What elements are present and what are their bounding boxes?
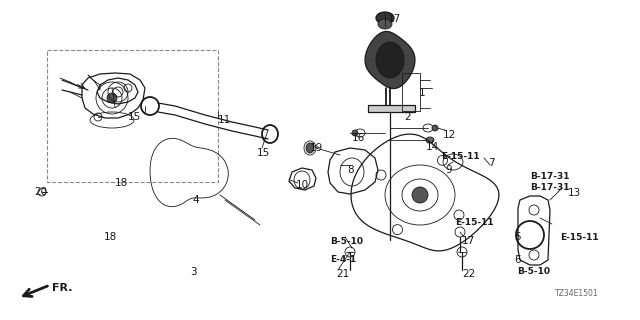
Text: 17: 17 [462,236,476,246]
Text: 18: 18 [115,178,128,188]
Text: 4: 4 [192,195,198,205]
Text: E-15-11: E-15-11 [441,152,479,161]
Text: 1: 1 [419,88,426,98]
Text: B-5-10: B-5-10 [517,267,550,276]
Text: 15: 15 [257,148,270,158]
Polygon shape [368,105,415,112]
Text: 2: 2 [404,112,411,122]
Text: 21: 21 [336,269,349,279]
Text: 18: 18 [104,232,117,242]
Text: 17: 17 [388,14,401,24]
Text: 15: 15 [128,112,141,122]
Text: E-15-11: E-15-11 [560,233,598,242]
Text: 20: 20 [34,187,47,197]
Ellipse shape [352,130,358,136]
Text: B-17-31: B-17-31 [530,172,570,181]
Text: FR.: FR. [52,283,72,293]
Text: TZ34E1501: TZ34E1501 [556,289,599,298]
Ellipse shape [376,12,394,24]
Ellipse shape [306,143,314,153]
Bar [402,73,420,111]
Text: 12: 12 [443,130,456,140]
Ellipse shape [412,187,428,203]
Ellipse shape [378,19,392,29]
Ellipse shape [376,42,404,78]
Ellipse shape [432,125,438,131]
Text: 9: 9 [445,165,452,175]
Text: 22: 22 [462,269,476,279]
Ellipse shape [107,93,117,103]
Text: 16: 16 [352,133,365,143]
Text: 5: 5 [514,232,520,242]
Text: 6: 6 [514,255,520,265]
Text: 10: 10 [296,180,309,190]
Text: 8: 8 [347,165,354,175]
Text: 3: 3 [190,267,196,277]
Text: E-15-11: E-15-11 [455,218,493,227]
Text: 11: 11 [218,115,231,125]
Text: 14: 14 [426,142,439,152]
Polygon shape [365,31,415,89]
Text: 13: 13 [568,188,581,198]
Bar [47,50,218,182]
Text: E-4-1: E-4-1 [330,255,356,264]
Text: B-5-10: B-5-10 [330,237,363,246]
Text: 19: 19 [310,143,323,153]
Text: 7: 7 [488,158,495,168]
Ellipse shape [426,137,434,143]
Text: B-17-31: B-17-31 [530,183,570,192]
